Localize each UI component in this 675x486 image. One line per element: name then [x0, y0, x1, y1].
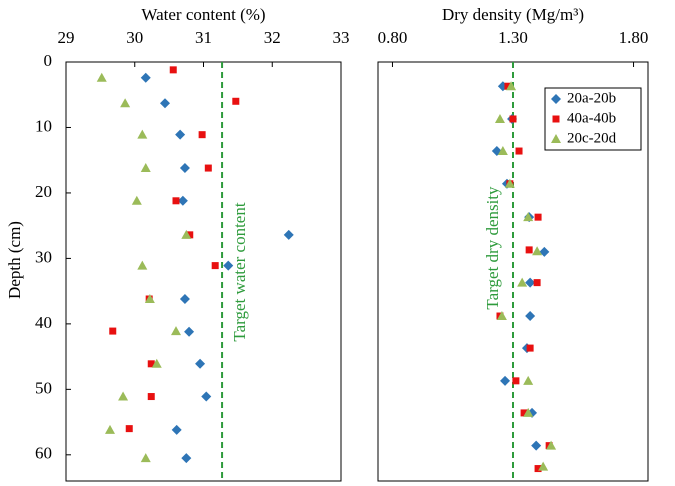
marker — [96, 72, 107, 82]
marker — [172, 197, 180, 205]
marker — [131, 195, 142, 205]
marker — [179, 163, 190, 174]
marker — [500, 375, 511, 386]
x-tick-label: 33 — [333, 28, 350, 47]
marker — [198, 131, 206, 139]
x-tick-label: 32 — [264, 28, 281, 47]
y-tick-label: 0 — [44, 51, 53, 70]
y-axis-title: Depth (cm) — [5, 221, 24, 299]
marker — [171, 326, 181, 336]
marker — [546, 440, 557, 450]
y-tick-label: 30 — [35, 247, 52, 266]
marker — [512, 377, 520, 385]
marker — [525, 311, 536, 322]
marker — [109, 327, 117, 335]
y-tick-label: 40 — [35, 313, 52, 332]
marker — [151, 358, 162, 368]
legend-label: 20a-20b — [567, 90, 616, 106]
marker — [223, 260, 234, 271]
marker — [283, 229, 294, 240]
plot-frame — [65, 61, 342, 482]
marker — [534, 465, 542, 473]
marker — [496, 311, 507, 321]
x-tick-label: 1.30 — [498, 28, 528, 47]
marker — [525, 277, 536, 288]
marker — [552, 115, 560, 123]
marker — [551, 94, 561, 104]
marker — [523, 212, 534, 222]
reference-label: Target dry density — [483, 186, 502, 310]
marker — [140, 163, 151, 173]
x-tick-label: 0.80 — [378, 28, 408, 47]
marker — [118, 391, 129, 401]
marker — [520, 409, 528, 417]
marker — [539, 246, 550, 257]
marker — [147, 360, 155, 368]
marker — [494, 113, 505, 123]
marker — [525, 246, 533, 254]
marker — [526, 344, 534, 352]
marker — [538, 461, 549, 471]
y-tick-label: 20 — [35, 182, 52, 201]
marker — [232, 97, 240, 105]
x-tick-label: 31 — [195, 28, 212, 47]
reference-label: Target water content — [230, 202, 249, 341]
marker — [195, 358, 206, 369]
marker — [523, 407, 534, 417]
marker — [551, 134, 561, 143]
marker — [201, 391, 212, 402]
marker — [531, 440, 542, 451]
marker — [515, 147, 523, 155]
legend-label: 20c-20d — [567, 130, 617, 146]
marker — [523, 375, 534, 385]
marker — [120, 98, 131, 108]
marker — [184, 326, 195, 337]
marker — [181, 453, 192, 464]
marker — [171, 424, 182, 435]
legend-label: 40a-40b — [567, 110, 616, 126]
marker — [506, 81, 517, 91]
marker — [137, 260, 148, 270]
marker — [175, 129, 186, 140]
marker — [140, 72, 151, 83]
marker — [186, 231, 194, 239]
marker — [533, 279, 541, 287]
marker — [534, 213, 542, 221]
x-tick-label: 1.80 — [619, 28, 649, 47]
marker — [497, 146, 508, 156]
marker — [181, 229, 192, 239]
marker — [105, 424, 115, 434]
y-tick-label: 60 — [35, 444, 52, 463]
marker — [179, 293, 190, 304]
marker — [144, 293, 155, 303]
y-tick-label: 50 — [35, 378, 52, 397]
y-tick-label: 10 — [35, 116, 52, 135]
x-tick-label: 30 — [126, 28, 143, 47]
x-tick-label: 29 — [58, 28, 75, 47]
marker — [160, 98, 170, 109]
marker — [211, 262, 219, 270]
marker — [204, 164, 212, 172]
marker — [137, 129, 148, 139]
marker — [177, 195, 188, 206]
x-axis-title: Dry density (Mg/m³) — [442, 5, 584, 24]
marker — [517, 277, 528, 287]
marker — [147, 393, 155, 401]
marker — [509, 115, 517, 123]
marker — [532, 246, 543, 256]
marker — [140, 453, 151, 463]
marker — [504, 82, 512, 90]
marker — [504, 178, 515, 188]
marker — [169, 66, 177, 74]
x-axis-title: Water content (%) — [141, 5, 265, 24]
legend-box — [544, 87, 642, 151]
marker — [125, 425, 133, 433]
